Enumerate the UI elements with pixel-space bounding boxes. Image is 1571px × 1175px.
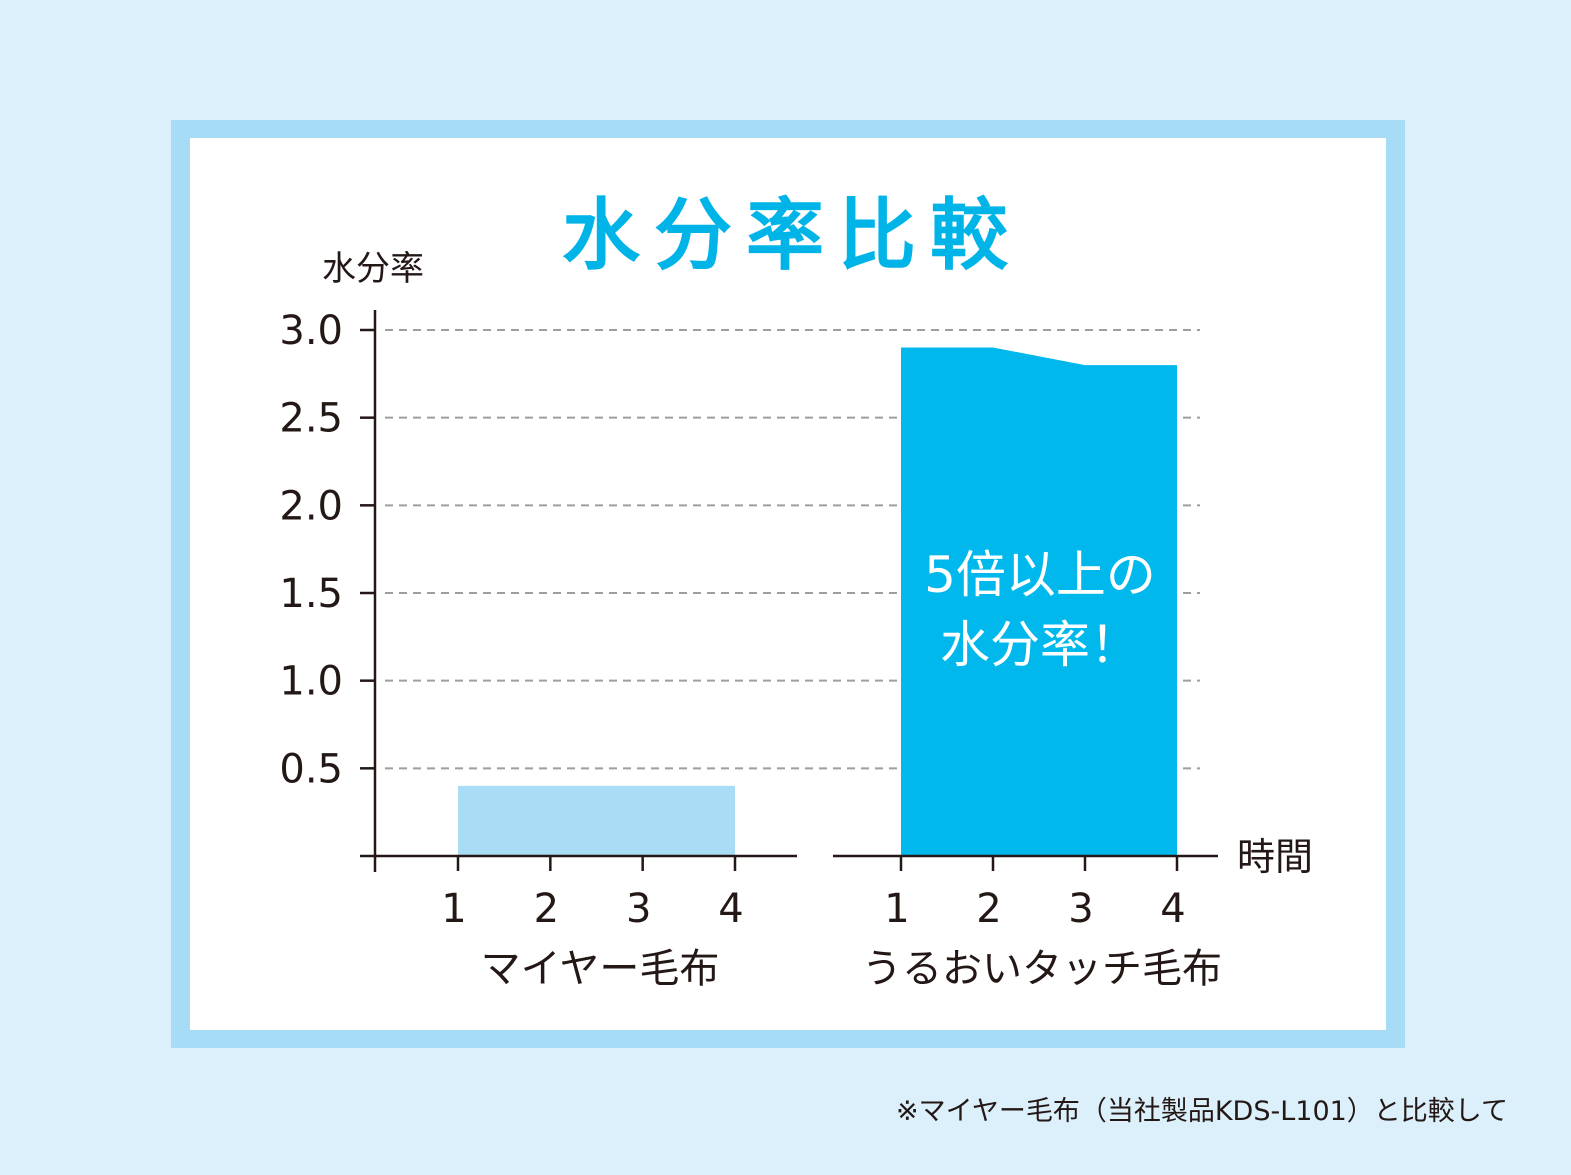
series-area-b	[901, 347, 1177, 856]
x-axis-label: 時間	[1237, 835, 1313, 879]
x-tick-label: 2	[534, 886, 559, 932]
series-areas	[458, 347, 1177, 856]
y-tick-label: 3.0	[279, 308, 343, 354]
footnote: ※マイヤー毛布（当社製品KDS-L101）と比較して	[896, 1096, 1508, 1127]
x-tick-label: 3	[1068, 886, 1093, 932]
chart-title: 水分率比較	[562, 191, 1022, 281]
chart-panel	[190, 138, 1386, 1030]
x-tick-label: 4	[1160, 886, 1185, 932]
annotation-line-1: 5倍以上の	[924, 546, 1156, 604]
annotation-line-2: 水分率！	[940, 616, 1140, 674]
x-tick-label: 2	[976, 886, 1001, 932]
y-tick-label: 1.0	[279, 659, 343, 705]
series-b-label: うるおいタッチ毛布	[862, 946, 1222, 992]
x-tick-label: 1	[884, 886, 909, 932]
y-tick-label: 2.0	[279, 483, 343, 529]
y-tick-label: 1.5	[279, 571, 343, 617]
axes	[360, 310, 1218, 872]
tick-labels: 3.0 2.5 2.0 1.5 1.0 0.5 1 2 3 4 1 2 3 4	[279, 308, 1185, 932]
y-axis-label: 水分率	[322, 249, 424, 289]
x-tick-label: 3	[626, 886, 651, 932]
series-area-a	[458, 785, 735, 856]
y-tick-label: 0.5	[279, 746, 343, 792]
series-a-label: マイヤー毛布	[481, 946, 720, 992]
y-tick-label: 2.5	[279, 396, 343, 442]
x-tick-label: 4	[718, 886, 743, 932]
x-tick-label: 1	[441, 886, 466, 932]
